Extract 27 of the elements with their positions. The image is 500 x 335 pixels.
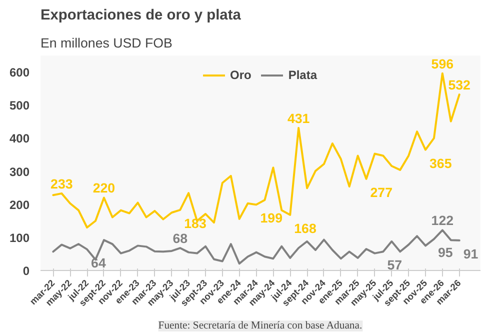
chart-title: Exportaciones de oro y plata xyxy=(40,8,242,24)
y-tick-label: 300 xyxy=(9,164,30,179)
data-label: 168 xyxy=(294,220,316,236)
y-tick-label: 100 xyxy=(9,230,30,245)
data-label: 596 xyxy=(431,56,454,72)
data-label: 183 xyxy=(184,216,206,231)
chart-subtitle: En millones USD FOB xyxy=(40,36,172,50)
source-note: Fuente: Secretaría de Minería con base Aduana. xyxy=(158,320,362,332)
legend-label: Oro xyxy=(230,68,252,82)
data-label: 277 xyxy=(370,184,393,200)
data-label: 199 xyxy=(260,210,283,226)
y-tick-label: 200 xyxy=(9,198,30,212)
data-label: 68 xyxy=(172,231,188,246)
data-label: 122 xyxy=(431,213,454,228)
y-tick-label: 0 xyxy=(22,264,30,278)
data-label: 431 xyxy=(287,110,310,126)
data-label: 91 xyxy=(463,246,479,262)
data-label: 220 xyxy=(92,180,116,196)
data-label: 532 xyxy=(448,78,470,93)
data-label: 95 xyxy=(438,245,454,260)
data-label: 57 xyxy=(387,258,402,273)
y-tick-label: 400 xyxy=(9,132,30,146)
y-tick-label: 500 xyxy=(9,98,30,113)
data-label: 365 xyxy=(430,156,452,171)
legend-label: Plata xyxy=(288,68,318,82)
y-tick-label: 600 xyxy=(9,66,30,80)
data-label: 233 xyxy=(50,176,73,192)
